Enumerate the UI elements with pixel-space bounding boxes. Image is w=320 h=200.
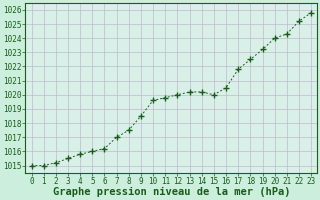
X-axis label: Graphe pression niveau de la mer (hPa): Graphe pression niveau de la mer (hPa): [52, 187, 290, 197]
